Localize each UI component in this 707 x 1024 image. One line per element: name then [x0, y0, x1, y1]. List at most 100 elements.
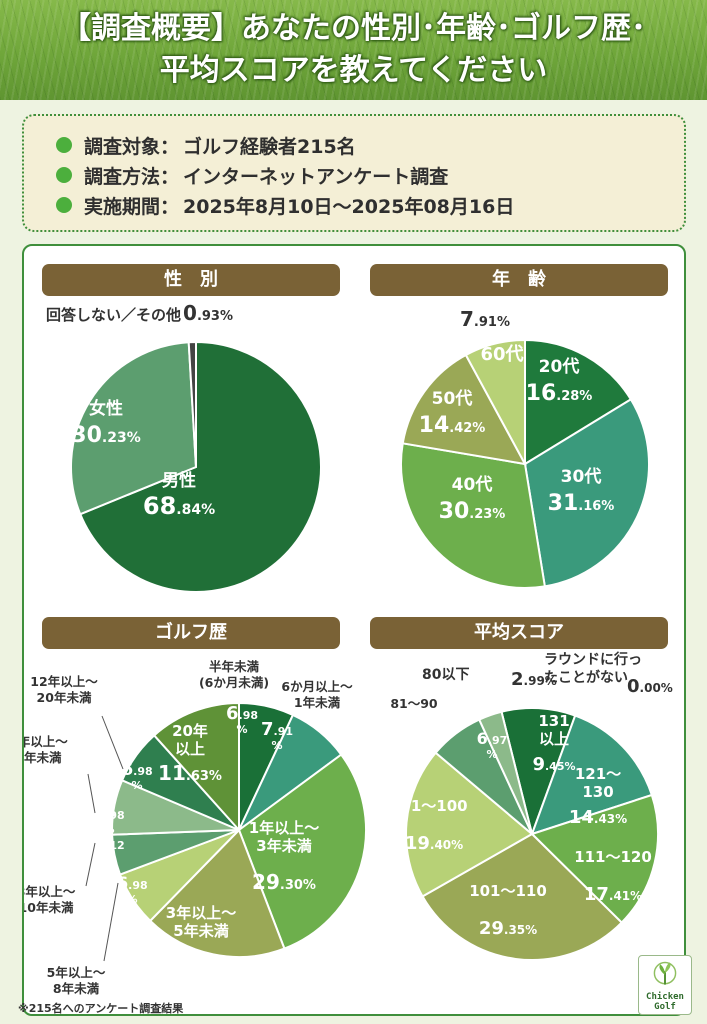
- survey-value: 2025年8月10日～2025年08月16日: [183, 195, 515, 218]
- slice-label-3-6-value: 2.99%: [511, 669, 557, 690]
- survey-label: 実施期間：: [84, 195, 180, 218]
- pie-slice-0-0: [78, 340, 322, 593]
- slice-label-2-3-value: 18.14%: [169, 955, 233, 979]
- survey-label: 調査方法：: [84, 165, 180, 188]
- slice-label-3-7-name-2: たことがない: [544, 669, 628, 686]
- slice-label-0-2-name: 回答しない／その他: [46, 306, 181, 324]
- age-chart-title: 年 齢: [370, 264, 668, 296]
- slice-label-2-4-name-0: 5年以上～: [47, 965, 106, 980]
- slice-label-3-0-value: 9.45%: [532, 754, 575, 775]
- bullet-icon: [56, 197, 72, 213]
- slice-label-1-3-value: 14.42%: [419, 413, 486, 438]
- slice-label-2-7-leader: [101, 715, 124, 770]
- pie-slice-3-4: [405, 751, 534, 898]
- survey-overview-box: 調査対象： ゴルフ経験者215名 調査方法： インターネットアンケート調査 実施…: [22, 114, 686, 232]
- slice-label-3-5-value: 6.97%: [477, 729, 508, 761]
- header-banner: 【調査概要】あなたの性別･年齢･ゴルフ歴･ 平均スコアを教えてください: [0, 0, 707, 100]
- slice-label-2-1-name-1: 1年未満: [294, 695, 341, 710]
- chicken-golf-logo-mark-icon: [653, 961, 677, 985]
- survey-row-target: 調査対象： ゴルフ経験者215名: [56, 130, 684, 160]
- charts-panel: 性 別 年 齢 ゴルフ歴 平均スコア 男性 68.84% 女性 30.23% 回答しない…: [22, 244, 686, 1016]
- slice-label-2-3-name-1: 5年未満: [173, 922, 228, 940]
- pie-slice-3-6: [477, 710, 533, 835]
- survey-row-method: 調査方法： インターネットアンケート調査: [56, 160, 684, 190]
- slice-label-2-6-value: 6.98%: [93, 804, 124, 836]
- slice-label-2-6-leader: [87, 773, 96, 814]
- pie-slice-1-1: [523, 398, 650, 588]
- slice-label-0-1-name: 女性: [89, 398, 123, 419]
- slice-label-3-1-name-2: 130: [582, 783, 613, 801]
- slice-label-2-5-name-1: 10年未満: [24, 900, 74, 915]
- page-title: 【調査概要】あなたの性別･年齢･ゴルフ歴･ 平均スコアを教えてください: [0, 8, 707, 92]
- slice-label-2-8-name: 20年: [172, 722, 208, 740]
- slice-label-2-1-name-0: 6か月以上～: [281, 679, 353, 694]
- slice-label-2-1-value: 7.91%: [261, 719, 293, 752]
- bullet-icon: [56, 137, 72, 153]
- golf-history-chart-title: ゴルフ歴: [42, 617, 340, 649]
- slice-label-2-6-name-0: 10年以上～: [24, 734, 68, 749]
- pie-slice-1-2: [400, 442, 547, 589]
- logo-text-line-1: Chicken: [646, 992, 684, 1002]
- slice-label-2-4-value: 6.98%: [116, 874, 147, 906]
- logo-text-line-2: Golf: [654, 1002, 676, 1012]
- pie-slice-0-2: [187, 340, 197, 468]
- pie-slice-1-3: [401, 353, 527, 466]
- gender-chart-title: 性 別: [42, 264, 340, 296]
- slice-label-3-1-value: 14.43%: [569, 807, 627, 828]
- slice-label-3-5-name-0: 81～90: [390, 696, 438, 711]
- pie-slice-2-2: [237, 753, 367, 950]
- page-title-line-2: 平均スコアを教えてください: [159, 53, 548, 88]
- slice-label-2-4-leader: [103, 882, 119, 962]
- survey-row-period: 実施期間： 2025年8月10日～2025年08月16日: [56, 190, 684, 220]
- slice-label-3-0-name-2: 以上: [539, 730, 569, 748]
- slice-label-1-0-value: 16.28%: [526, 381, 593, 406]
- slice-label-1-4-value: 7.91%: [460, 307, 510, 331]
- pie-slice-0-1: [70, 341, 198, 516]
- slice-label-2-5-leader: [85, 842, 96, 887]
- slice-label-3-0-name: 131: [538, 712, 569, 730]
- logo-text: Chicken Golf: [639, 992, 691, 1012]
- slice-label-3-3-value: 29.35%: [479, 918, 537, 939]
- slice-label-2-7-value: 6.98%: [121, 760, 152, 792]
- slice-label-2-0-name-0: 半年未満: [209, 659, 260, 674]
- slice-label-2-0-value: 6.98%: [226, 703, 258, 736]
- slice-label-1-1-name: 30代: [561, 466, 602, 487]
- pie-slice-1-4: [464, 338, 526, 465]
- pie-slice-2-3: [148, 828, 286, 958]
- slice-label-2-3-name-0: 3年以上～: [166, 904, 236, 922]
- slice-label-1-1-value: 31.16%: [548, 491, 615, 516]
- slice-label-3-3-name-0: 101～110: [469, 882, 547, 900]
- slice-label-2-5-name-0: 8年以上～: [24, 884, 76, 899]
- survey-value: インターネットアンケート調査: [183, 165, 449, 188]
- slice-label-3-6-name: 80以下: [422, 667, 469, 683]
- pie-slice-2-8: [152, 701, 240, 833]
- grass-texture: [0, 0, 707, 100]
- slice-label-1-2-name: 40代: [452, 474, 493, 495]
- chicken-golf-logo: Chicken Golf: [638, 955, 692, 1015]
- slice-label-2-6-name-1: 12年未満: [24, 750, 62, 765]
- page-title-line-1: 【調査概要】あなたの性別･年齢･ゴルフ歴･: [61, 11, 646, 46]
- bullet-icon: [56, 167, 72, 183]
- slice-label-1-3-name: 50代: [432, 388, 473, 409]
- footnote: ※215名へのアンケート調査結果: [18, 1002, 184, 1015]
- slice-label-2-7-name-0: 12年以上～: [30, 674, 98, 689]
- slice-label-2-8-value: 11.63%: [158, 761, 222, 785]
- slice-label-1-2-value: 30.23%: [439, 499, 506, 524]
- pie-slice-3-3: [421, 832, 624, 961]
- slice-label-2-2-name-0: 1年以上～: [249, 819, 319, 837]
- survey-label: 調査対象：: [84, 135, 180, 158]
- slice-label-2-5-value: 5.12%: [93, 834, 124, 866]
- slice-label-0-2-value: 0.93%: [183, 301, 233, 325]
- slice-label-1-4-name: 60代: [480, 344, 523, 365]
- average-score-chart-title: 平均スコア: [370, 617, 668, 649]
- slice-label-3-4-name-0: 91～100: [400, 797, 467, 815]
- slice-label-3-4-value: 19.40%: [405, 833, 463, 854]
- slice-label-2-2-value: 29.30%: [252, 870, 316, 894]
- slice-label-0-1-value: 30.23%: [71, 423, 140, 448]
- slice-label-2-0-name-1: (6か月未満): [199, 675, 269, 690]
- slice-label-3-7-value: 0.00%: [627, 676, 673, 697]
- pie-slice-1-0: [524, 338, 633, 466]
- slice-label-0-0-name: 男性: [162, 470, 196, 491]
- slice-label-3-7-name: ラウンドに行っ: [544, 651, 642, 668]
